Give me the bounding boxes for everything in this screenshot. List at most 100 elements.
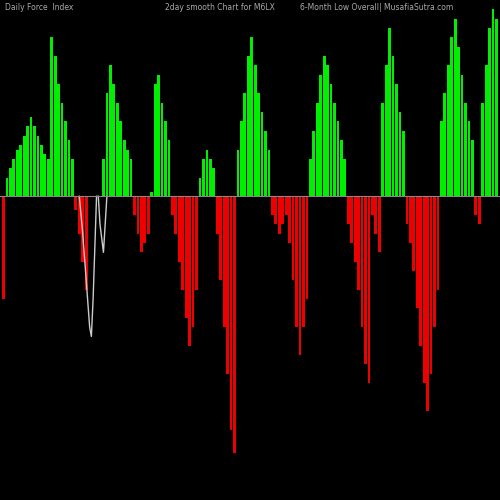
- Bar: [360, 196, 364, 327]
- Bar: [71, 159, 74, 196]
- Bar: [374, 196, 377, 234]
- Bar: [144, 196, 146, 243]
- Bar: [240, 122, 243, 196]
- Bar: [271, 196, 274, 215]
- Bar: [123, 140, 126, 196]
- Bar: [209, 159, 212, 196]
- Bar: [178, 196, 180, 262]
- Bar: [120, 122, 122, 196]
- Bar: [364, 196, 367, 364]
- Bar: [371, 196, 374, 215]
- Bar: [464, 103, 467, 196]
- Bar: [416, 196, 418, 308]
- Bar: [164, 122, 167, 196]
- Bar: [68, 140, 70, 196]
- Bar: [320, 75, 322, 196]
- Bar: [198, 178, 202, 197]
- Bar: [60, 103, 64, 196]
- Bar: [495, 18, 498, 197]
- Bar: [326, 66, 329, 196]
- Bar: [47, 159, 50, 196]
- Bar: [409, 196, 412, 243]
- Bar: [150, 192, 153, 196]
- Bar: [302, 196, 305, 327]
- Bar: [485, 66, 488, 196]
- Bar: [444, 94, 446, 196]
- Bar: [254, 66, 256, 196]
- Bar: [330, 84, 332, 196]
- Bar: [457, 46, 460, 197]
- Bar: [368, 196, 370, 383]
- Bar: [460, 75, 464, 196]
- Bar: [54, 56, 56, 196]
- Bar: [130, 159, 132, 196]
- Bar: [20, 145, 22, 197]
- Bar: [85, 196, 87, 290]
- Bar: [126, 150, 129, 196]
- Bar: [140, 196, 143, 252]
- Bar: [312, 131, 315, 196]
- Bar: [440, 122, 443, 196]
- Bar: [233, 196, 236, 454]
- Bar: [109, 66, 112, 196]
- Bar: [436, 196, 440, 290]
- Bar: [482, 103, 484, 196]
- Bar: [357, 196, 360, 290]
- Bar: [340, 140, 343, 196]
- Bar: [106, 94, 108, 196]
- Text: 6-Month Low Overall| MusafiaSutra.com: 6-Month Low Overall| MusafiaSutra.com: [300, 2, 453, 12]
- Bar: [230, 196, 232, 430]
- Bar: [257, 94, 260, 196]
- Bar: [185, 196, 188, 318]
- Bar: [478, 196, 480, 224]
- Bar: [382, 103, 384, 196]
- Bar: [395, 84, 398, 196]
- Bar: [323, 56, 326, 196]
- Bar: [157, 75, 160, 196]
- Bar: [44, 154, 46, 196]
- Bar: [420, 196, 422, 346]
- Bar: [102, 159, 105, 196]
- Bar: [206, 150, 208, 196]
- Bar: [398, 112, 402, 196]
- Bar: [278, 196, 280, 234]
- Bar: [23, 136, 26, 196]
- Bar: [82, 196, 84, 262]
- Bar: [188, 196, 191, 346]
- Bar: [30, 117, 32, 196]
- Bar: [9, 168, 12, 196]
- Bar: [350, 196, 353, 243]
- Bar: [292, 196, 294, 280]
- Bar: [136, 196, 140, 234]
- Bar: [433, 196, 436, 327]
- Bar: [195, 196, 198, 290]
- Bar: [216, 196, 218, 234]
- Bar: [250, 38, 253, 196]
- Bar: [171, 196, 174, 215]
- Bar: [333, 103, 336, 196]
- Bar: [492, 10, 494, 196]
- Bar: [33, 126, 36, 196]
- Bar: [212, 168, 215, 196]
- Bar: [344, 159, 346, 196]
- Bar: [385, 66, 388, 196]
- Bar: [388, 28, 391, 196]
- Bar: [264, 131, 267, 196]
- Bar: [282, 196, 284, 224]
- Bar: [288, 196, 291, 243]
- Bar: [192, 196, 194, 327]
- Bar: [260, 112, 264, 196]
- Bar: [64, 122, 67, 196]
- Bar: [112, 84, 115, 196]
- Bar: [392, 56, 394, 196]
- Bar: [226, 196, 229, 374]
- Bar: [247, 56, 250, 196]
- Bar: [474, 196, 477, 215]
- Bar: [309, 159, 312, 196]
- Bar: [430, 196, 432, 374]
- Text: Daily Force  Index: Daily Force Index: [5, 2, 73, 12]
- Bar: [168, 140, 170, 196]
- Bar: [488, 28, 491, 196]
- Bar: [202, 159, 205, 196]
- Bar: [26, 126, 29, 196]
